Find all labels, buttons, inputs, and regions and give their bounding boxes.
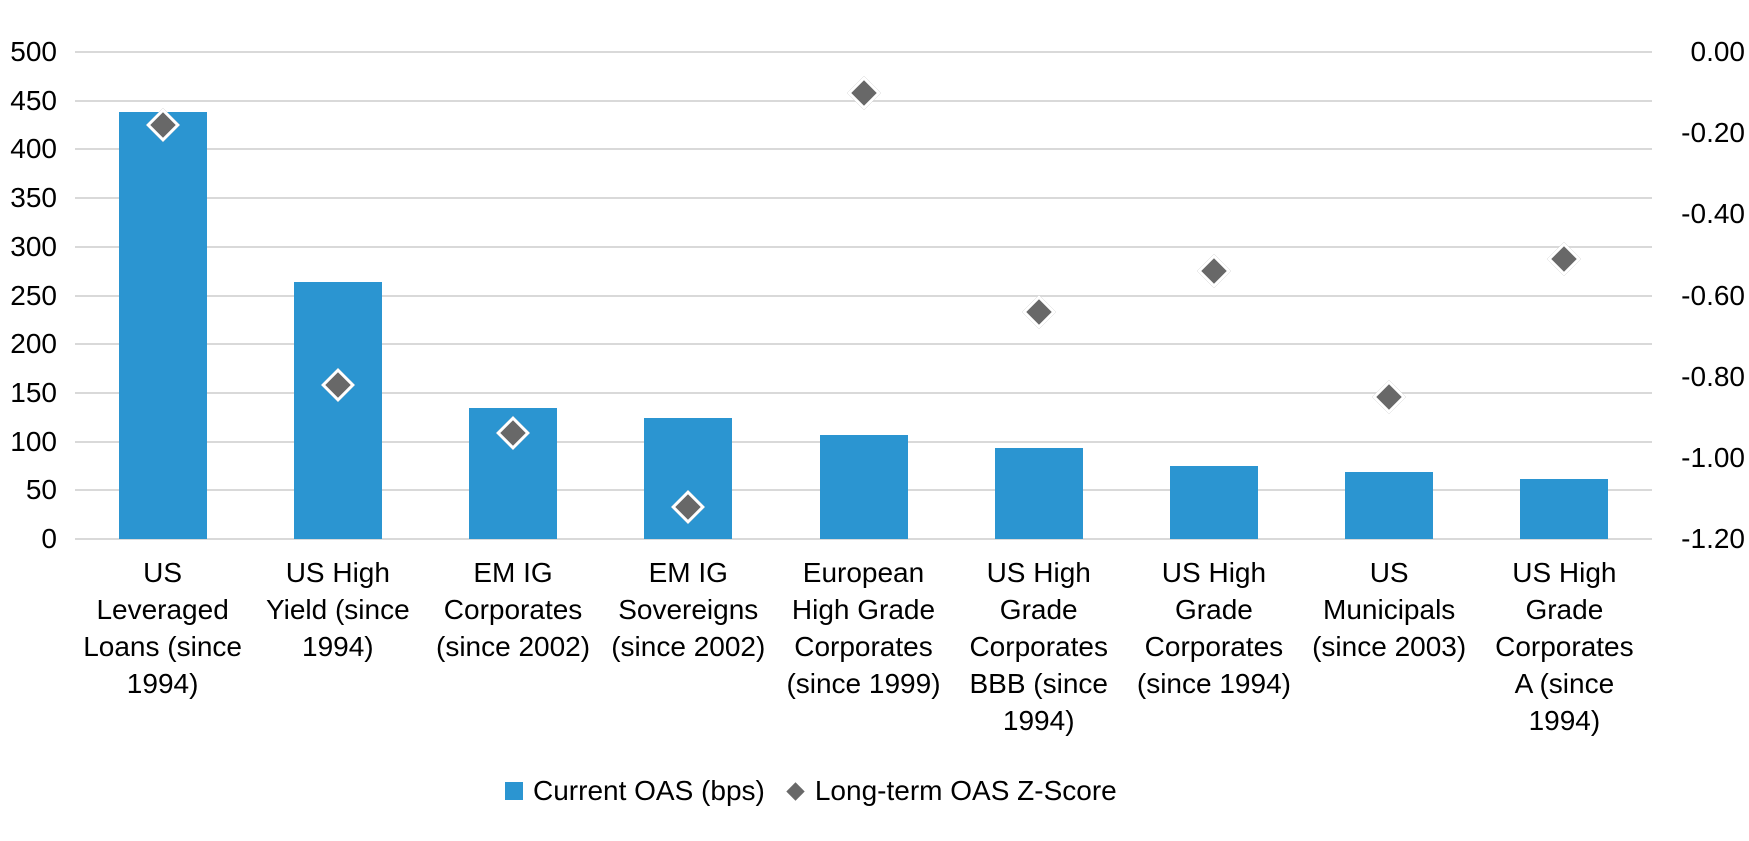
zscore-diamond-marker [1021, 294, 1056, 329]
legend-square-swatch-icon [505, 782, 523, 800]
left-axis-tick-label: 200 [10, 328, 57, 360]
category-label: US High Grade Corporates (since 1994) [1136, 557, 1291, 699]
category-label: US High Yield (since 1994) [265, 557, 410, 662]
right-axis-tick-label: -1.20 [1681, 523, 1745, 554]
left-axis-tick-label: 250 [10, 279, 57, 311]
right-axis-tick-label: -0.40 [1681, 198, 1745, 230]
left-axis-tick-label: 400 [10, 133, 57, 165]
legend-label-zscore: Long-term OAS Z-Score [814, 775, 1117, 806]
gridline [75, 343, 1652, 346]
gridline [75, 538, 1652, 540]
right-axis-tick-label: -0.60 [1681, 279, 1745, 311]
right-axis-tick-label: 0.00 [1690, 36, 1746, 67]
bar-current-oas [994, 448, 1083, 539]
category-label: European High Grade Corporates (since 19… [786, 557, 941, 699]
left-axis-tick-label: 350 [10, 182, 57, 214]
category-label: US High Grade Corporates BBB (since 1994… [969, 557, 1108, 736]
gridline [75, 197, 1652, 200]
zscore-diamond-marker [1196, 254, 1231, 289]
zscore-diamond-marker [1372, 379, 1407, 414]
left-axis-tick-label: 500 [10, 36, 57, 67]
left-axis-tick-label: 0 [41, 523, 57, 554]
legend: Current OAS (bps) Long-term OAS Z-Score [505, 771, 1117, 811]
category-label: EM IG Corporates (since 2002) [436, 557, 591, 662]
left-axis-tick-label: 450 [10, 84, 57, 116]
plot-area [75, 51, 1652, 540]
right-axis-zscore: 0.00 -0.20 -0.40 -0.60 -0.80 -1.00 -1.20 [1660, 0, 1745, 841]
category-label: US Leveraged Loans (since 1994) [83, 557, 242, 699]
gridline [75, 391, 1652, 394]
category-label: US High Grade Corporates A (since 1994) [1495, 557, 1634, 736]
left-axis-tick-label: 300 [10, 230, 57, 262]
gridline [75, 51, 1652, 53]
gridline [75, 148, 1652, 151]
category-label: EM IG Sovereigns (since 2002) [611, 557, 766, 662]
legend-label-current-oas: Current OAS (bps) [533, 775, 765, 806]
bar-current-oas [293, 281, 382, 539]
bar-current-oas [819, 434, 908, 539]
gridline [75, 294, 1652, 297]
left-axis-tick-label: 50 [25, 474, 57, 506]
left-axis-tick-label: 150 [10, 376, 57, 408]
legend-diamond-swatch-icon [786, 781, 805, 801]
right-axis-tick-label: -0.20 [1681, 117, 1745, 149]
bar-current-oas [1169, 465, 1258, 539]
right-axis-tick-label: -0.80 [1681, 360, 1745, 392]
bar-current-oas [1520, 478, 1609, 539]
bar-current-oas [1345, 471, 1434, 539]
left-axis-tick-label: 100 [10, 425, 57, 457]
category-label: US Municipals (since 2003) [1312, 557, 1467, 662]
right-axis-tick-label: -1.00 [1681, 441, 1745, 473]
left-axis-oas: 500 450 400 350 300 250 200 150 100 50 0 [0, 0, 57, 841]
zscore-diamond-marker [846, 75, 881, 110]
bar-current-oas [118, 112, 207, 539]
gridline [75, 245, 1652, 248]
